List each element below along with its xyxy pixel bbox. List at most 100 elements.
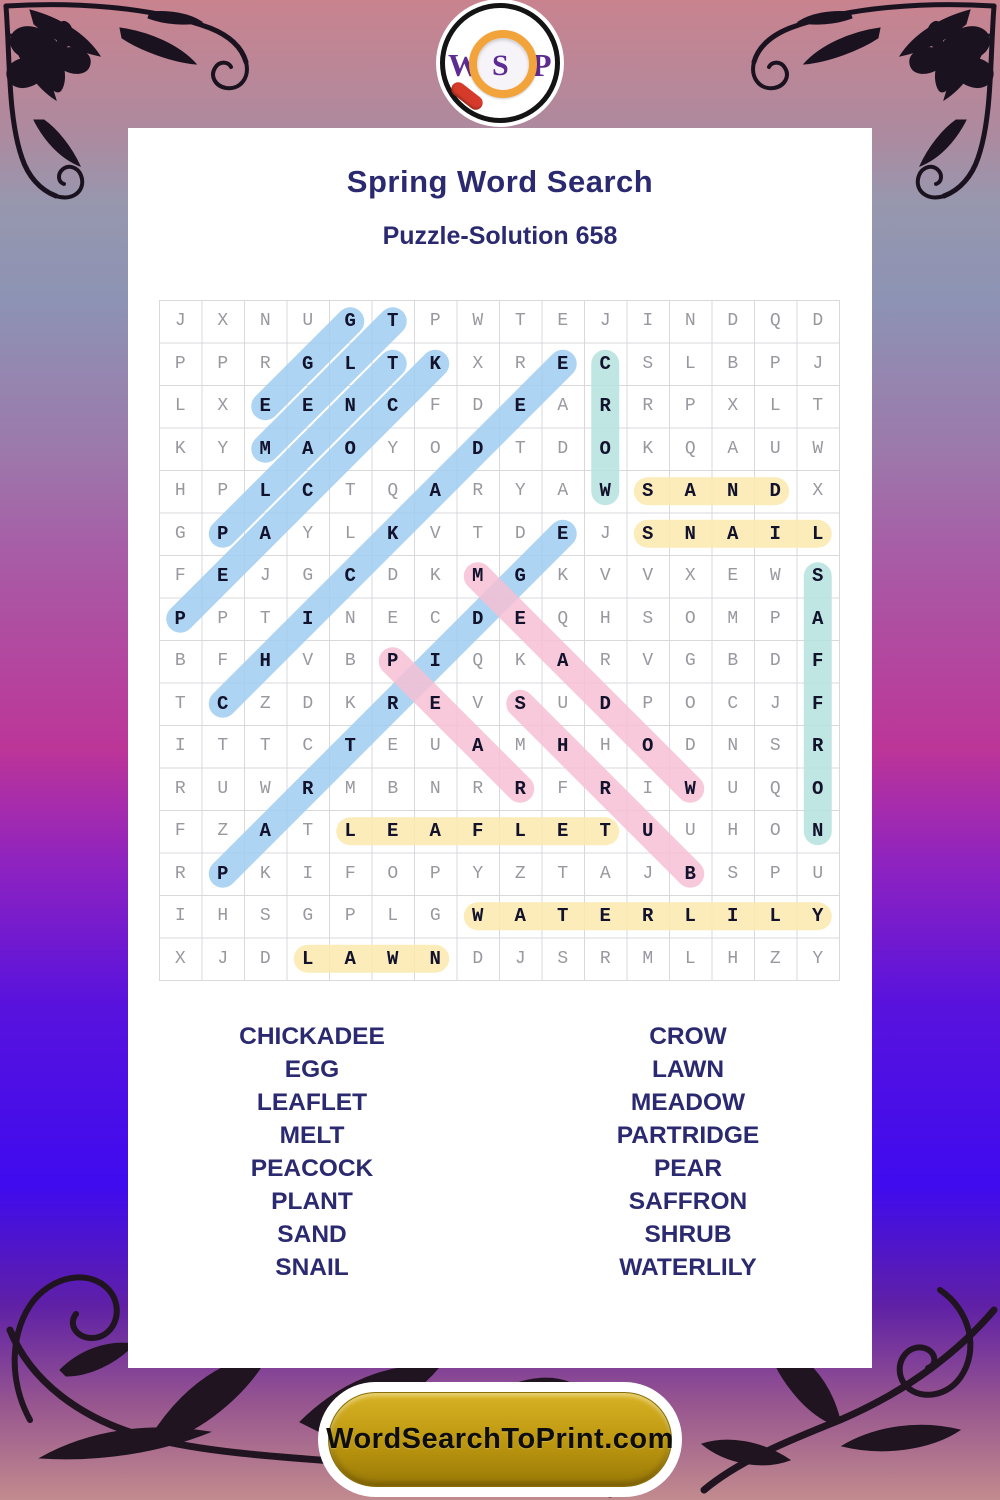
grid-letter: M	[642, 948, 654, 969]
grid-letter: E	[514, 395, 526, 417]
grid-letter: Y	[472, 863, 484, 884]
grid-letter: E	[514, 607, 526, 630]
grid-letter: U	[684, 821, 696, 841]
grid-letter: D	[472, 948, 484, 969]
word-list-item: SAND	[277, 1221, 347, 1248]
grid-letter: K	[387, 522, 399, 545]
grid-letter: H	[217, 906, 229, 926]
grid-letter: H	[727, 821, 739, 841]
grid-letter: Q	[684, 438, 696, 459]
grid-letter: P	[344, 906, 356, 926]
grid-letter: S	[557, 948, 569, 969]
grid-letter: T	[174, 693, 186, 714]
magnifier-lens-icon	[469, 30, 537, 98]
grid-letter: T	[387, 352, 399, 375]
grid-letter: E	[387, 820, 399, 842]
grid-letter: C	[727, 693, 739, 714]
grid-letter: C	[387, 395, 399, 417]
grid-letter: L	[344, 820, 356, 842]
grid-letter: V	[599, 566, 611, 586]
logo-letter-s: S	[492, 49, 509, 82]
word-list-item: PLANT	[271, 1188, 353, 1215]
grid-letter: G	[302, 352, 314, 375]
grid-letter: T	[514, 311, 526, 331]
grid-letter: G	[344, 310, 356, 332]
grid-letter: A	[727, 438, 739, 459]
grid-letter: O	[429, 438, 441, 459]
grid-letter: U	[429, 736, 441, 756]
grid-letter: D	[387, 566, 399, 586]
grid-letter: E	[259, 395, 271, 417]
grid-letter: Y	[812, 948, 824, 969]
grid-letter: T	[599, 820, 611, 842]
grid-letter: R	[174, 863, 186, 884]
grid-letter: W	[684, 777, 696, 800]
logo-letter-p: P	[532, 47, 552, 83]
grid-letter: T	[259, 608, 271, 629]
grid-letter: D	[557, 438, 569, 459]
grid-letter: C	[302, 480, 314, 502]
grid-letter: L	[387, 906, 399, 926]
grid-letter: A	[259, 820, 271, 842]
grid-letter: S	[642, 353, 654, 374]
grid-letter: E	[599, 905, 611, 927]
grid-letter: P	[217, 353, 229, 374]
grid-letter: T	[344, 735, 356, 757]
grid-letter: I	[642, 778, 654, 799]
grid-letter: K	[259, 863, 271, 884]
page-title: Spring Word Search	[346, 164, 654, 199]
page-subtitle: Puzzle-Solution 658	[382, 222, 618, 250]
site-link-label: WordSearchToPrint.com	[326, 1423, 674, 1455]
grid-letter: N	[727, 480, 739, 502]
grid-letter: M	[472, 565, 484, 587]
grid-letter: F	[812, 692, 824, 715]
grid-letter: O	[684, 693, 696, 714]
grid-letter: L	[684, 353, 696, 374]
grid-letter: R	[599, 948, 611, 969]
grid-letter: K	[642, 438, 654, 459]
grid-letter: E	[387, 608, 399, 629]
grid-letter: N	[429, 778, 441, 799]
grid-letter: H	[259, 650, 271, 672]
grid-letter: L	[769, 396, 781, 416]
grid-letter: R	[812, 735, 824, 757]
grid-letter: N	[684, 311, 696, 331]
grid-letter: D	[514, 523, 526, 544]
grid-letter: L	[684, 905, 696, 927]
grid-letter: P	[769, 353, 781, 374]
grid-letter: Q	[387, 481, 399, 501]
grid-letter: N	[344, 395, 356, 417]
grid-letter: M	[514, 736, 526, 756]
site-logo[interactable]: W S P	[440, 3, 560, 123]
word-list-item: PARTRIDGE	[616, 1122, 760, 1149]
grid-letter: R	[514, 353, 526, 374]
grid-letter: R	[174, 778, 186, 799]
word-list-item: SNAIL	[275, 1254, 349, 1281]
grid-letter: N	[684, 522, 696, 545]
grid-letter: E	[429, 692, 441, 715]
grid-letter: A	[557, 650, 569, 672]
site-link-button[interactable]: WordSearchToPrint.com	[326, 1392, 674, 1487]
grid-letter: U	[812, 863, 824, 884]
grid-letter: R	[599, 651, 611, 671]
grid-letter: L	[174, 396, 186, 416]
grid-letter: W	[472, 905, 484, 927]
grid-letter: I	[174, 736, 186, 756]
grid-letter: D	[684, 736, 696, 756]
grid-letter: R	[302, 777, 314, 800]
grid-letter: Y	[302, 523, 314, 544]
grid-letter: I	[642, 311, 654, 331]
grid-letter: J	[514, 948, 526, 969]
grid-letter: L	[259, 480, 271, 502]
grid-letter: Z	[217, 821, 229, 841]
grid-letter: R	[387, 692, 399, 715]
grid-letter: T	[472, 523, 484, 544]
grid-letter: U	[642, 820, 654, 842]
grid-letter: A	[302, 437, 314, 460]
grid-letter: E	[302, 395, 314, 417]
grid-letter: O	[387, 863, 399, 884]
grid-letter: R	[514, 777, 526, 800]
grid-letter: T	[514, 438, 526, 459]
grid-letter: E	[557, 311, 569, 331]
word-list-item: MELT	[279, 1122, 345, 1149]
